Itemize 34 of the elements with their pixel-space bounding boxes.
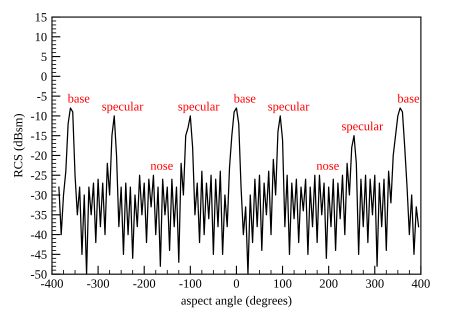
- y-tick-label: -5: [37, 92, 47, 101]
- y-tick-label: -25: [30, 171, 47, 180]
- y-tick-label: -30: [30, 191, 47, 200]
- annotation: specular: [178, 102, 220, 114]
- x-tick-label: -100: [179, 279, 202, 288]
- y-tick-label: -50: [30, 270, 47, 279]
- y-tick-label: 0: [41, 72, 47, 81]
- x-axis-title: aspect angle (degrees): [181, 296, 292, 308]
- y-tick-label: -20: [30, 151, 47, 160]
- x-tick-label: -200: [133, 279, 156, 288]
- y-tick-label: -15: [30, 132, 47, 140]
- y-tick-label: -10: [30, 112, 47, 120]
- x-tick-label: 200: [320, 279, 338, 288]
- y-axis-title: RCS (dBsm): [14, 114, 25, 178]
- annotation: specular: [342, 122, 384, 133]
- y-tick-label: -35: [30, 210, 47, 220]
- annotation: nose: [316, 164, 339, 170]
- y-tick-label: 5: [42, 52, 47, 62]
- y-tick-label: 10: [36, 32, 47, 42]
- annotation: base: [234, 94, 256, 103]
- annotation: nose: [150, 164, 173, 170]
- x-tick-label: 100: [274, 279, 292, 288]
- annotation: base: [397, 94, 420, 103]
- x-tick-label: -400: [40, 279, 63, 288]
- annotation: specular: [102, 102, 144, 114]
- y-tick-label: -45: [30, 250, 47, 259]
- annotation: base: [68, 94, 90, 103]
- x-tick-label: 300: [366, 279, 384, 288]
- x-tick-label: -300: [87, 279, 110, 288]
- y-tick-label: 15: [36, 13, 47, 22]
- x-tick-label: 400: [412, 279, 430, 288]
- annotation: specular: [268, 102, 310, 114]
- y-tick-label: -40: [30, 230, 47, 240]
- x-tick-label: 0: [234, 279, 240, 288]
